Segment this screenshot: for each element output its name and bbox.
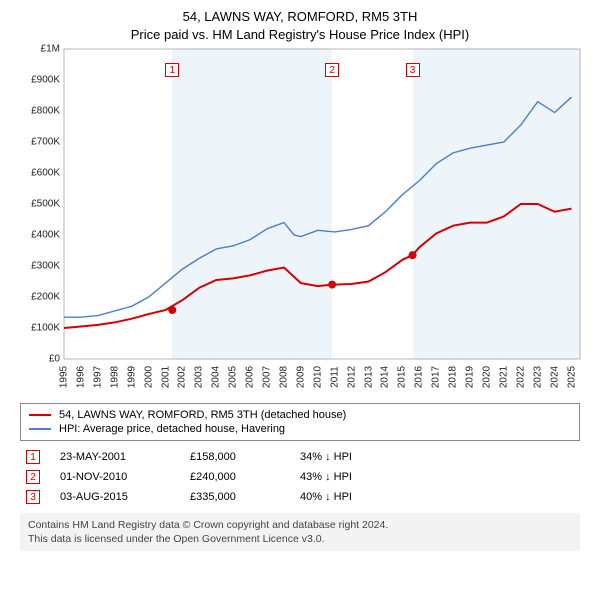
- attribution-footer: Contains HM Land Registry data © Crown c…: [20, 513, 580, 551]
- legend-swatch: [29, 428, 51, 429]
- events-table: 1 23-MAY-2001 £158,000 34% ↓ HPI 2 01-NOV-201…: [20, 447, 580, 507]
- footer-line-1: Contains HM Land Registry data © Crown c…: [28, 518, 572, 532]
- title-line-2: Price paid vs. HM Land Registry's House …: [10, 26, 590, 44]
- x-tick-label: 1997: [92, 366, 103, 388]
- y-tick-label: £100K: [31, 323, 60, 334]
- y-tick-label: £0: [49, 354, 60, 365]
- legend-swatch: [29, 414, 51, 416]
- x-tick-label: 2012: [346, 366, 357, 388]
- event-row: 2 01-NOV-2010 £240,000 43% ↓ HPI: [20, 467, 580, 487]
- y-tick-label: £700K: [31, 137, 60, 148]
- legend-row: HPI: Average price, detached house, Have…: [29, 422, 571, 436]
- event-delta: 43% ↓ HPI: [300, 471, 352, 483]
- event-delta: 34% ↓ HPI: [300, 451, 352, 463]
- y-tick-label: £300K: [31, 261, 60, 272]
- legend-row: 54, LAWNS WAY, ROMFORD, RM5 3TH (detache…: [29, 408, 571, 422]
- x-tick-label: 1995: [59, 366, 70, 388]
- y-axis: £0£100K£200K£300K£400K£500K£600K£700K£80…: [20, 49, 64, 359]
- x-tick-label: 1998: [109, 366, 120, 388]
- event-number: 3: [26, 490, 40, 504]
- x-tick-label: 2019: [465, 366, 476, 388]
- x-tick-label: 2020: [481, 366, 492, 388]
- chart-area: £0 £100K £200K £300K £400K £500K £600K £700K £80…: [20, 49, 580, 399]
- x-tick-label: 2016: [414, 366, 425, 388]
- x-tick-label: 2009: [295, 366, 306, 388]
- event-delta: 40% ↓ HPI: [300, 491, 352, 503]
- x-tick-label: 2018: [448, 366, 459, 388]
- legend-label: 54, LAWNS WAY, ROMFORD, RM5 3TH (detache…: [59, 409, 346, 421]
- event-date: 01-NOV-2010: [60, 471, 170, 483]
- event-marker: 3: [406, 63, 420, 77]
- x-tick-label: 2015: [397, 366, 408, 388]
- y-tick-label: £500K: [31, 199, 60, 210]
- x-tick-label: 2004: [211, 366, 222, 388]
- x-tick-label: 2007: [262, 366, 273, 388]
- x-tick-label: 2010: [312, 366, 323, 388]
- x-tick-label: 2023: [532, 366, 543, 388]
- x-tick-label: 2014: [380, 366, 391, 388]
- y-tick-label: £400K: [31, 230, 60, 241]
- x-tick-label: 2017: [431, 366, 442, 388]
- legend-label: HPI: Average price, detached house, Have…: [59, 423, 285, 435]
- x-tick-label: 2000: [143, 366, 154, 388]
- footer-line-2: This data is licensed under the Open Gov…: [28, 532, 572, 546]
- event-date: 23-MAY-2001: [60, 451, 170, 463]
- x-tick-label: 2001: [160, 366, 171, 388]
- event-row: 3 03-AUG-2015 £335,000 40% ↓ HPI: [20, 487, 580, 507]
- event-marker: 1: [165, 63, 179, 77]
- x-tick-label: 1999: [126, 366, 137, 388]
- y-tick-label: £1M: [41, 44, 60, 55]
- event-price: £335,000: [190, 491, 280, 503]
- x-tick-label: 2005: [228, 366, 239, 388]
- x-tick-label: 1996: [75, 366, 86, 388]
- x-tick-label: 2022: [515, 366, 526, 388]
- event-row: 1 23-MAY-2001 £158,000 34% ↓ HPI: [20, 447, 580, 467]
- y-tick-label: £800K: [31, 106, 60, 117]
- y-tick-label: £900K: [31, 75, 60, 86]
- event-price: £240,000: [190, 471, 280, 483]
- event-price: £158,000: [190, 451, 280, 463]
- x-tick-label: 2011: [329, 366, 340, 388]
- event-number: 2: [26, 470, 40, 484]
- event-date: 03-AUG-2015: [60, 491, 170, 503]
- chart-title: 54, LAWNS WAY, ROMFORD, RM5 3TH Price pa…: [10, 8, 590, 43]
- x-tick-label: 2021: [498, 366, 509, 388]
- event-marker: 2: [325, 63, 339, 77]
- y-tick-label: £200K: [31, 292, 60, 303]
- x-tick-label: 2006: [245, 366, 256, 388]
- x-tick-label: 2003: [194, 366, 205, 388]
- title-line-1: 54, LAWNS WAY, ROMFORD, RM5 3TH: [10, 8, 590, 26]
- x-tick-label: 2025: [566, 366, 577, 388]
- x-tick-label: 2002: [177, 366, 188, 388]
- x-tick-label: 2013: [363, 366, 374, 388]
- x-tick-label: 2024: [549, 366, 560, 388]
- plot-svg: [64, 49, 580, 359]
- chart-container: 54, LAWNS WAY, ROMFORD, RM5 3TH Price pa…: [0, 0, 600, 561]
- x-tick-label: 2008: [278, 366, 289, 388]
- event-number: 1: [26, 450, 40, 464]
- x-axis: 1995199619971998199920002001200220032004…: [64, 359, 580, 401]
- y-tick-label: £600K: [31, 168, 60, 179]
- legend: 54, LAWNS WAY, ROMFORD, RM5 3TH (detache…: [20, 403, 580, 441]
